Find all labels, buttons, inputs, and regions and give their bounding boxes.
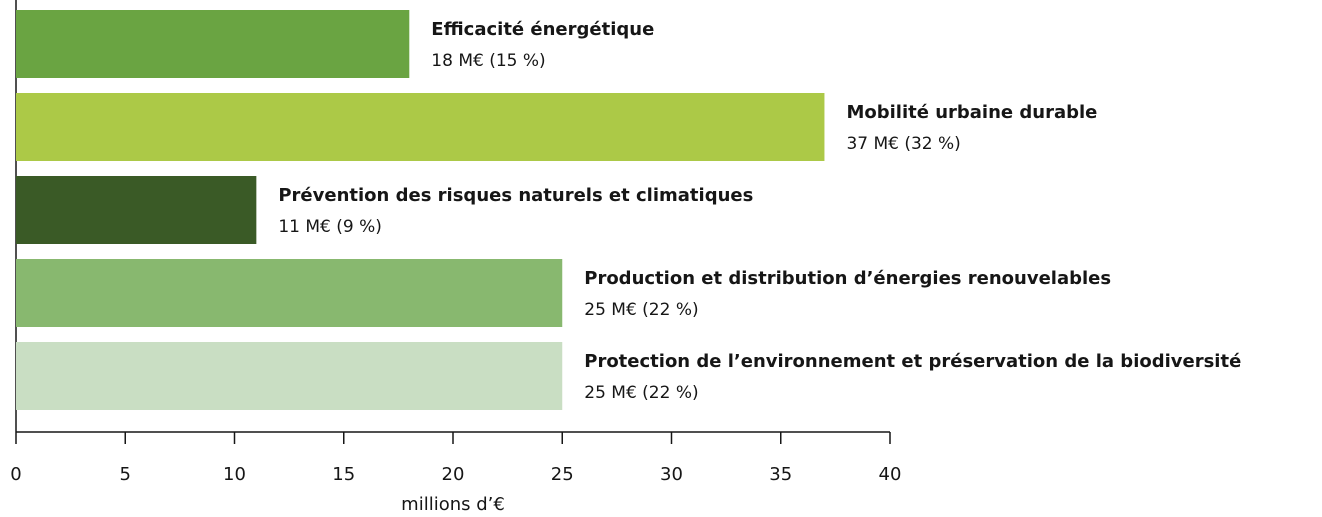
- x-tick-label: 30: [660, 464, 683, 485]
- category-label: Prévention des risques naturels et clima…: [278, 185, 753, 206]
- category-label: Production et distribution d’énergies re…: [584, 268, 1111, 289]
- category-label: Efficacité énergétique: [431, 19, 654, 40]
- bar: [16, 10, 410, 78]
- value-label: 25 M€ (22 %): [584, 383, 698, 403]
- bar: [16, 342, 563, 410]
- x-tick-label: 25: [551, 464, 574, 485]
- x-tick-label: 40: [879, 464, 902, 485]
- bar: [16, 93, 825, 161]
- x-tick-label: 5: [120, 464, 131, 485]
- x-tick-label: 0: [10, 464, 21, 485]
- value-label: 18 M€ (15 %): [431, 51, 545, 71]
- value-label: 25 M€ (22 %): [584, 300, 698, 320]
- x-tick-label: 20: [442, 464, 465, 485]
- category-label: Protection de l’environnement et préserv…: [584, 351, 1241, 372]
- x-axis-label: millions d’€: [401, 494, 505, 515]
- x-tick-label: 35: [769, 464, 792, 485]
- bar: [16, 176, 257, 244]
- value-label: 11 M€ (9 %): [278, 217, 382, 237]
- bar: [16, 259, 563, 327]
- x-tick-label: 15: [332, 464, 355, 485]
- value-label: 37 M€ (32 %): [846, 134, 960, 154]
- category-label: Mobilité urbaine durable: [846, 102, 1097, 123]
- x-tick-label: 10: [223, 464, 246, 485]
